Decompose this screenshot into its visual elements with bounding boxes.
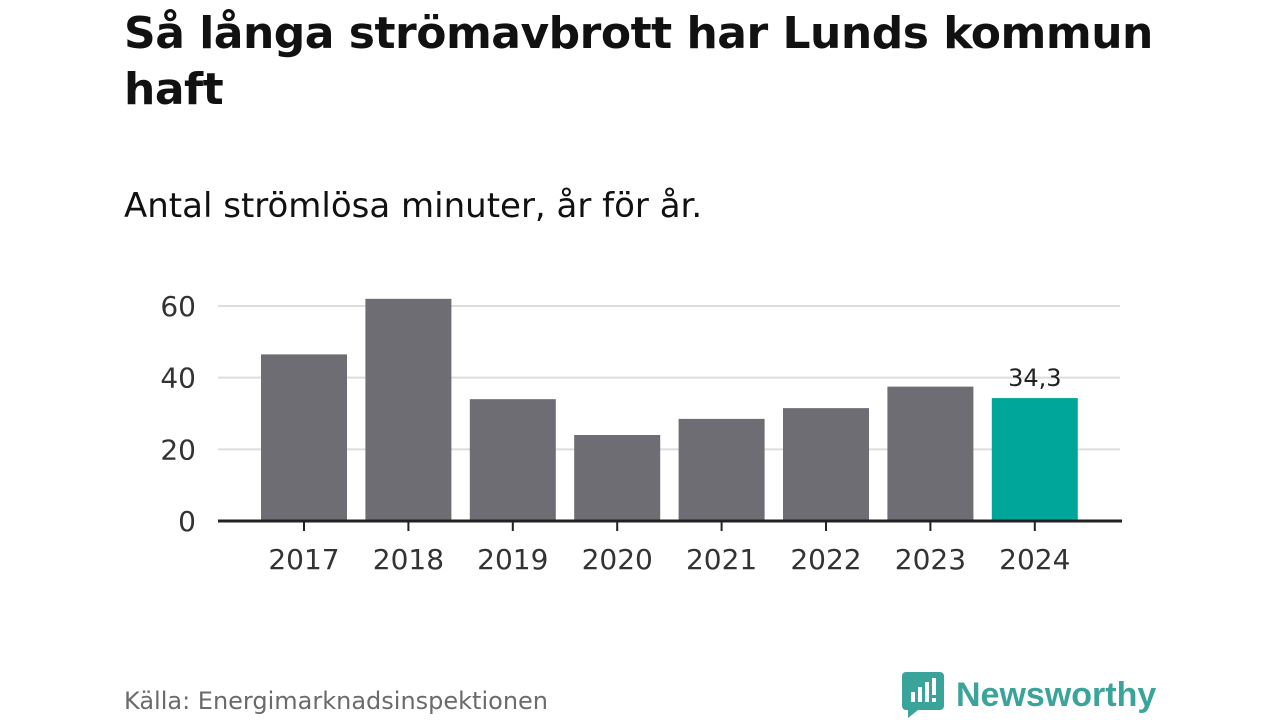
y-tick-label: 0 — [178, 505, 196, 538]
grid-layer — [218, 305, 1120, 451]
x-tick-label: 2021 — [686, 543, 757, 576]
bar-2023[interactable] — [887, 386, 974, 521]
x-tick-label: 2023 — [895, 543, 966, 576]
x-tick-label: 2018 — [373, 543, 444, 576]
y-tick-label: 60 — [160, 290, 196, 323]
bar-2022[interactable] — [783, 408, 869, 521]
y-tick-label: 20 — [160, 433, 196, 466]
bar-2018[interactable] — [365, 298, 452, 521]
bar-2024[interactable] — [991, 398, 1078, 521]
x-tick-label: 2017 — [268, 543, 339, 576]
x-tick-label: 2020 — [582, 543, 653, 576]
axis-layer — [218, 519, 1122, 531]
x-tick-label: 2024 — [999, 543, 1070, 576]
bar-2017[interactable] — [261, 354, 347, 521]
label-layer: 0 20 40 60 2017 2018 2019 2020 2021 2022 2023 2024 3… — [160, 290, 1070, 576]
bar-2020[interactable] — [574, 435, 661, 521]
brand-logo[interactable]: Newsworthy — [902, 670, 1156, 720]
data-label-2024: 34,3 — [1008, 364, 1061, 392]
source-note: Källa: Energimarknadsinspektionen — [124, 687, 549, 715]
bar-2019[interactable] — [469, 399, 556, 521]
chart-title: Så långa strömavbrott har Lunds kommun h… — [124, 8, 1153, 115]
chart-subtitle: Antal strömlösa minuter, år för år. — [124, 186, 703, 226]
bar-2021[interactable] — [678, 418, 765, 521]
bar-layer — [261, 298, 1078, 521]
brand-name: Newsworthy — [956, 676, 1157, 714]
x-tick-label: 2019 — [477, 543, 548, 576]
y-tick-label: 40 — [160, 362, 196, 395]
x-tick-label: 2022 — [790, 543, 861, 576]
newsworthy-logo-icon — [902, 672, 944, 718]
